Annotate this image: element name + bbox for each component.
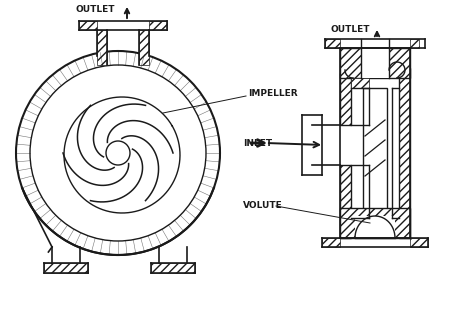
Bar bbox=[340, 165, 351, 238]
Circle shape bbox=[106, 141, 130, 165]
Circle shape bbox=[16, 51, 220, 255]
Bar bbox=[151, 263, 195, 273]
Bar bbox=[351, 78, 369, 88]
Bar bbox=[149, 21, 167, 30]
Bar bbox=[340, 208, 410, 238]
Bar bbox=[410, 39, 419, 48]
Bar bbox=[139, 30, 149, 65]
Text: OUTLET: OUTLET bbox=[75, 6, 115, 15]
Bar bbox=[322, 238, 340, 247]
Bar bbox=[363, 88, 387, 218]
Text: OUTLET: OUTLET bbox=[330, 25, 370, 34]
Text: INLET: INLET bbox=[243, 138, 272, 147]
Bar bbox=[44, 263, 88, 273]
Bar bbox=[355, 216, 395, 238]
Circle shape bbox=[30, 65, 206, 241]
Bar bbox=[79, 21, 97, 30]
Bar bbox=[399, 68, 410, 238]
Bar bbox=[410, 238, 428, 247]
Bar bbox=[97, 30, 107, 65]
Text: IMPELLER: IMPELLER bbox=[248, 89, 298, 98]
Bar bbox=[361, 48, 389, 78]
Bar bbox=[340, 48, 410, 78]
Bar bbox=[340, 73, 351, 125]
Text: VOLUTE: VOLUTE bbox=[243, 202, 283, 211]
Bar bbox=[325, 39, 340, 48]
